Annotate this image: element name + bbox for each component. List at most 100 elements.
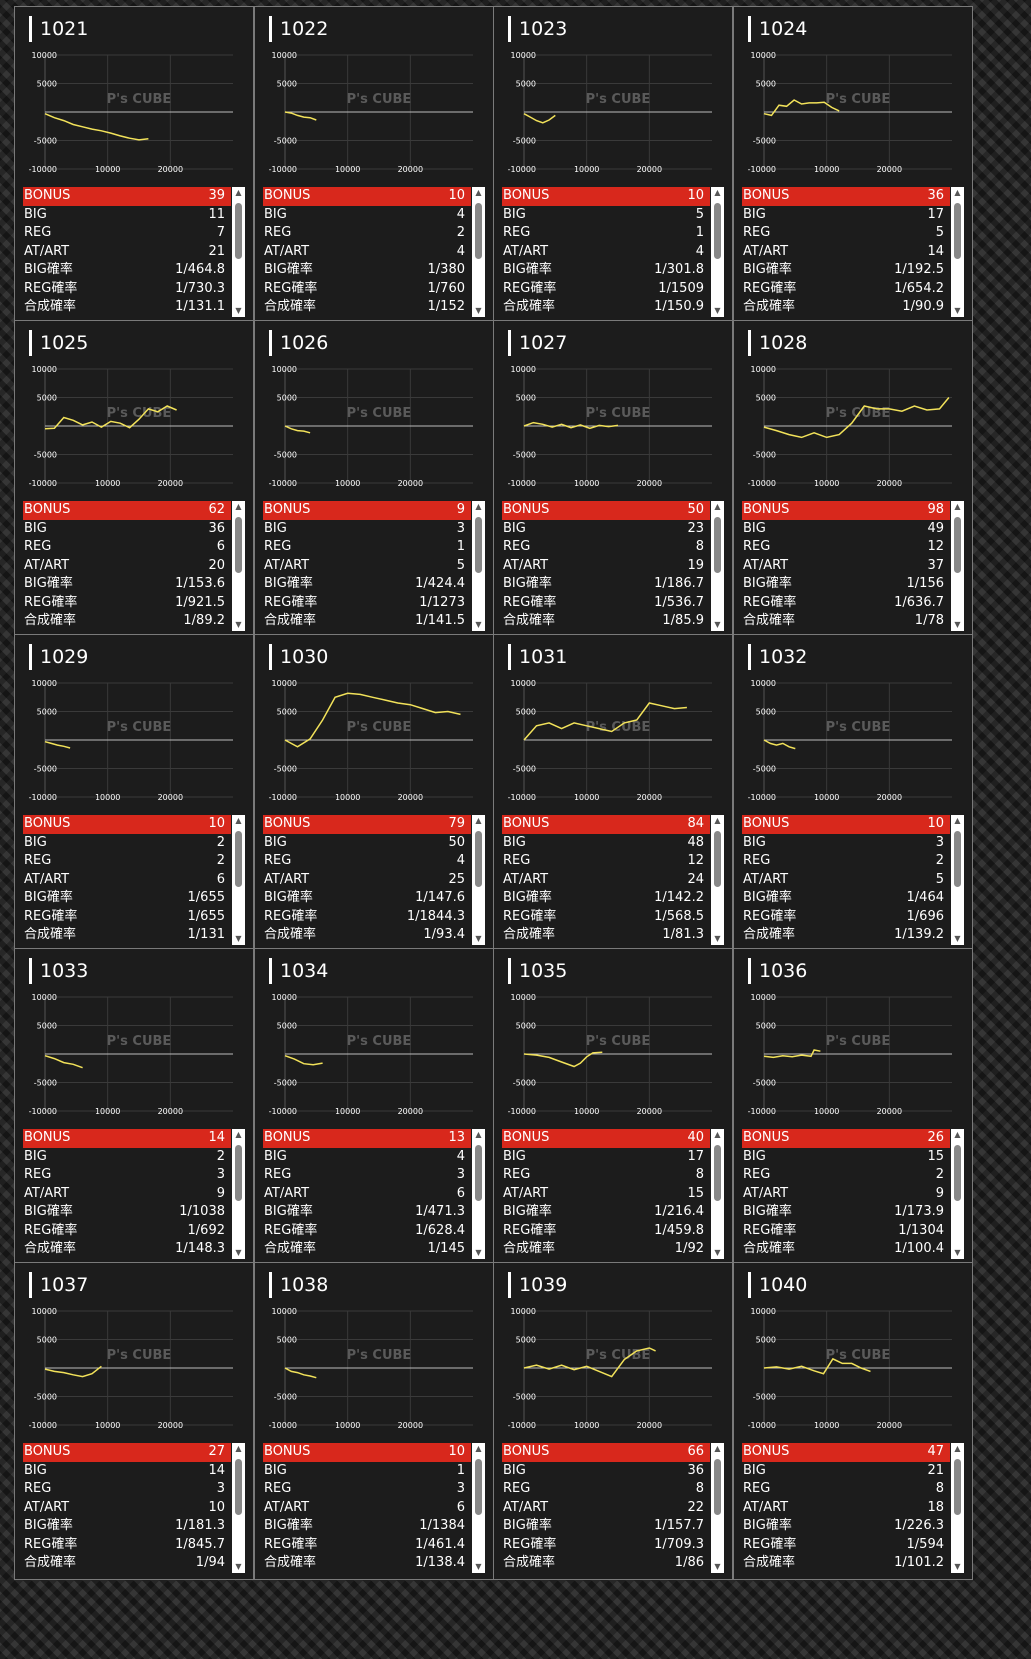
scroll-down-arrow-icon[interactable]: ▼ (714, 306, 721, 315)
scroll-up-arrow-icon[interactable]: ▲ (235, 188, 242, 197)
machine-card[interactable]: 1022 P's CUBE 10000 5000 -5000 -10000 10000 200… (254, 6, 494, 324)
scroll-up-arrow-icon[interactable]: ▲ (714, 816, 721, 825)
scrollbar-thumb[interactable] (475, 1459, 482, 1515)
scroll-up-arrow-icon[interactable]: ▲ (714, 502, 721, 511)
scroll-down-arrow-icon[interactable]: ▼ (954, 1248, 961, 1257)
scrollbar[interactable]: ▲ ▼ (232, 1129, 245, 1259)
scrollbar[interactable]: ▲ ▼ (951, 815, 964, 945)
scrollbar-thumb[interactable] (954, 517, 961, 573)
scroll-up-arrow-icon[interactable]: ▲ (714, 1444, 721, 1453)
scroll-up-arrow-icon[interactable]: ▲ (235, 1130, 242, 1139)
scroll-down-arrow-icon[interactable]: ▼ (235, 620, 242, 629)
scrollbar-thumb[interactable] (954, 203, 961, 259)
scrollbar[interactable]: ▲ ▼ (711, 815, 724, 945)
machine-card[interactable]: 1023 P's CUBE 10000 5000 -5000 -10000 10000 200… (493, 6, 733, 324)
scroll-down-arrow-icon[interactable]: ▼ (235, 1562, 242, 1571)
scroll-down-arrow-icon[interactable]: ▼ (714, 620, 721, 629)
scroll-down-arrow-icon[interactable]: ▼ (954, 620, 961, 629)
scroll-up-arrow-icon[interactable]: ▲ (475, 502, 482, 511)
scrollbar-thumb[interactable] (235, 1459, 242, 1515)
scrollbar-thumb[interactable] (954, 1459, 961, 1515)
scroll-down-arrow-icon[interactable]: ▼ (954, 1562, 961, 1571)
scroll-down-arrow-icon[interactable]: ▼ (714, 934, 721, 943)
scrollbar[interactable]: ▲ ▼ (472, 1129, 485, 1259)
scroll-up-arrow-icon[interactable]: ▲ (475, 188, 482, 197)
machine-card[interactable]: 1039 P's CUBE 10000 5000 -5000 -10000 10000 200… (493, 1262, 733, 1580)
scrollbar[interactable]: ▲ ▼ (951, 1443, 964, 1573)
scrollbar-thumb[interactable] (714, 203, 721, 259)
scroll-up-arrow-icon[interactable]: ▲ (954, 502, 961, 511)
scrollbar-thumb[interactable] (714, 517, 721, 573)
scroll-down-arrow-icon[interactable]: ▼ (235, 934, 242, 943)
scrollbar[interactable]: ▲ ▼ (951, 1129, 964, 1259)
scrollbar-thumb[interactable] (475, 517, 482, 573)
machine-card[interactable]: 1035 P's CUBE 10000 5000 -5000 -10000 10000 200… (493, 948, 733, 1266)
scrollbar-thumb[interactable] (235, 831, 242, 887)
scroll-up-arrow-icon[interactable]: ▲ (235, 1444, 242, 1453)
scroll-up-arrow-icon[interactable]: ▲ (235, 502, 242, 511)
machine-card[interactable]: 1028 P's CUBE 10000 5000 -5000 -10000 10000 200… (733, 320, 973, 638)
machine-card[interactable]: 1034 P's CUBE 10000 5000 -5000 -10000 10000 200… (254, 948, 494, 1266)
machine-card[interactable]: 1027 P's CUBE 10000 5000 -5000 -10000 10000 200… (493, 320, 733, 638)
scroll-up-arrow-icon[interactable]: ▲ (714, 188, 721, 197)
scrollbar-thumb[interactable] (714, 1459, 721, 1515)
scrollbar-thumb[interactable] (475, 1145, 482, 1201)
machine-card[interactable]: 1040 P's CUBE 10000 5000 -5000 -10000 10000 200… (733, 1262, 973, 1580)
scroll-up-arrow-icon[interactable]: ▲ (954, 188, 961, 197)
machine-card[interactable]: 1025 P's CUBE 10000 5000 -5000 -10000 10000 200… (14, 320, 254, 638)
scroll-up-arrow-icon[interactable]: ▲ (475, 1444, 482, 1453)
scrollbar[interactable]: ▲ ▼ (232, 187, 245, 317)
scroll-up-arrow-icon[interactable]: ▲ (714, 1130, 721, 1139)
scroll-down-arrow-icon[interactable]: ▼ (954, 934, 961, 943)
scrollbar[interactable]: ▲ ▼ (951, 187, 964, 317)
scroll-down-arrow-icon[interactable]: ▼ (475, 934, 482, 943)
machine-card[interactable]: 1037 P's CUBE 10000 5000 -5000 -10000 10000 200… (14, 1262, 254, 1580)
scrollbar-thumb[interactable] (475, 831, 482, 887)
machine-card[interactable]: 1021 P's CUBE 10000 5000 -5000 -10000 10000 200… (14, 6, 254, 324)
scrollbar-thumb[interactable] (235, 1145, 242, 1201)
machine-card[interactable]: 1029 P's CUBE 10000 5000 -5000 -10000 10000 200… (14, 634, 254, 952)
scrollbar-thumb[interactable] (714, 831, 721, 887)
scroll-up-arrow-icon[interactable]: ▲ (954, 816, 961, 825)
scrollbar-thumb[interactable] (235, 203, 242, 259)
scroll-down-arrow-icon[interactable]: ▼ (954, 306, 961, 315)
scrollbar-thumb[interactable] (235, 517, 242, 573)
scrollbar[interactable]: ▲ ▼ (472, 501, 485, 631)
scrollbar[interactable]: ▲ ▼ (232, 1443, 245, 1573)
machine-card[interactable]: 1026 P's CUBE 10000 5000 -5000 -10000 10000 200… (254, 320, 494, 638)
scrollbar-thumb[interactable] (475, 203, 482, 259)
scroll-down-arrow-icon[interactable]: ▼ (714, 1248, 721, 1257)
scrollbar[interactable]: ▲ ▼ (951, 501, 964, 631)
scroll-down-arrow-icon[interactable]: ▼ (475, 620, 482, 629)
scroll-up-arrow-icon[interactable]: ▲ (954, 1444, 961, 1453)
scroll-down-arrow-icon[interactable]: ▼ (714, 1562, 721, 1571)
scrollbar[interactable]: ▲ ▼ (232, 815, 245, 945)
machine-card[interactable]: 1032 P's CUBE 10000 5000 -5000 -10000 10000 200… (733, 634, 973, 952)
scrollbar[interactable]: ▲ ▼ (472, 815, 485, 945)
scrollbar-thumb[interactable] (714, 1145, 721, 1201)
scrollbar-thumb[interactable] (954, 831, 961, 887)
machine-card[interactable]: 1036 P's CUBE 10000 5000 -5000 -10000 10000 200… (733, 948, 973, 1266)
scrollbar[interactable]: ▲ ▼ (711, 1129, 724, 1259)
scrollbar[interactable]: ▲ ▼ (232, 501, 245, 631)
scroll-down-arrow-icon[interactable]: ▼ (235, 1248, 242, 1257)
scroll-down-arrow-icon[interactable]: ▼ (235, 306, 242, 315)
scrollbar-thumb[interactable] (954, 1145, 961, 1201)
scroll-down-arrow-icon[interactable]: ▼ (475, 306, 482, 315)
scrollbar[interactable]: ▲ ▼ (711, 501, 724, 631)
machine-card[interactable]: 1030 P's CUBE 10000 5000 -5000 -10000 10000 200… (254, 634, 494, 952)
machine-card[interactable]: 1024 P's CUBE 10000 5000 -5000 -10000 10000 200… (733, 6, 973, 324)
scrollbar[interactable]: ▲ ▼ (711, 187, 724, 317)
scrollbar[interactable]: ▲ ▼ (472, 187, 485, 317)
scroll-down-arrow-icon[interactable]: ▼ (475, 1248, 482, 1257)
scroll-up-arrow-icon[interactable]: ▲ (954, 1130, 961, 1139)
scroll-down-arrow-icon[interactable]: ▼ (475, 1562, 482, 1571)
scrollbar[interactable]: ▲ ▼ (472, 1443, 485, 1573)
scroll-up-arrow-icon[interactable]: ▲ (475, 816, 482, 825)
machine-card[interactable]: 1031 P's CUBE 10000 5000 -5000 -10000 10000 200… (493, 634, 733, 952)
scroll-up-arrow-icon[interactable]: ▲ (475, 1130, 482, 1139)
machine-card[interactable]: 1038 P's CUBE 10000 5000 -5000 -10000 10000 200… (254, 1262, 494, 1580)
machine-card[interactable]: 1033 P's CUBE 10000 5000 -5000 -10000 10000 200… (14, 948, 254, 1266)
scrollbar[interactable]: ▲ ▼ (711, 1443, 724, 1573)
scroll-up-arrow-icon[interactable]: ▲ (235, 816, 242, 825)
